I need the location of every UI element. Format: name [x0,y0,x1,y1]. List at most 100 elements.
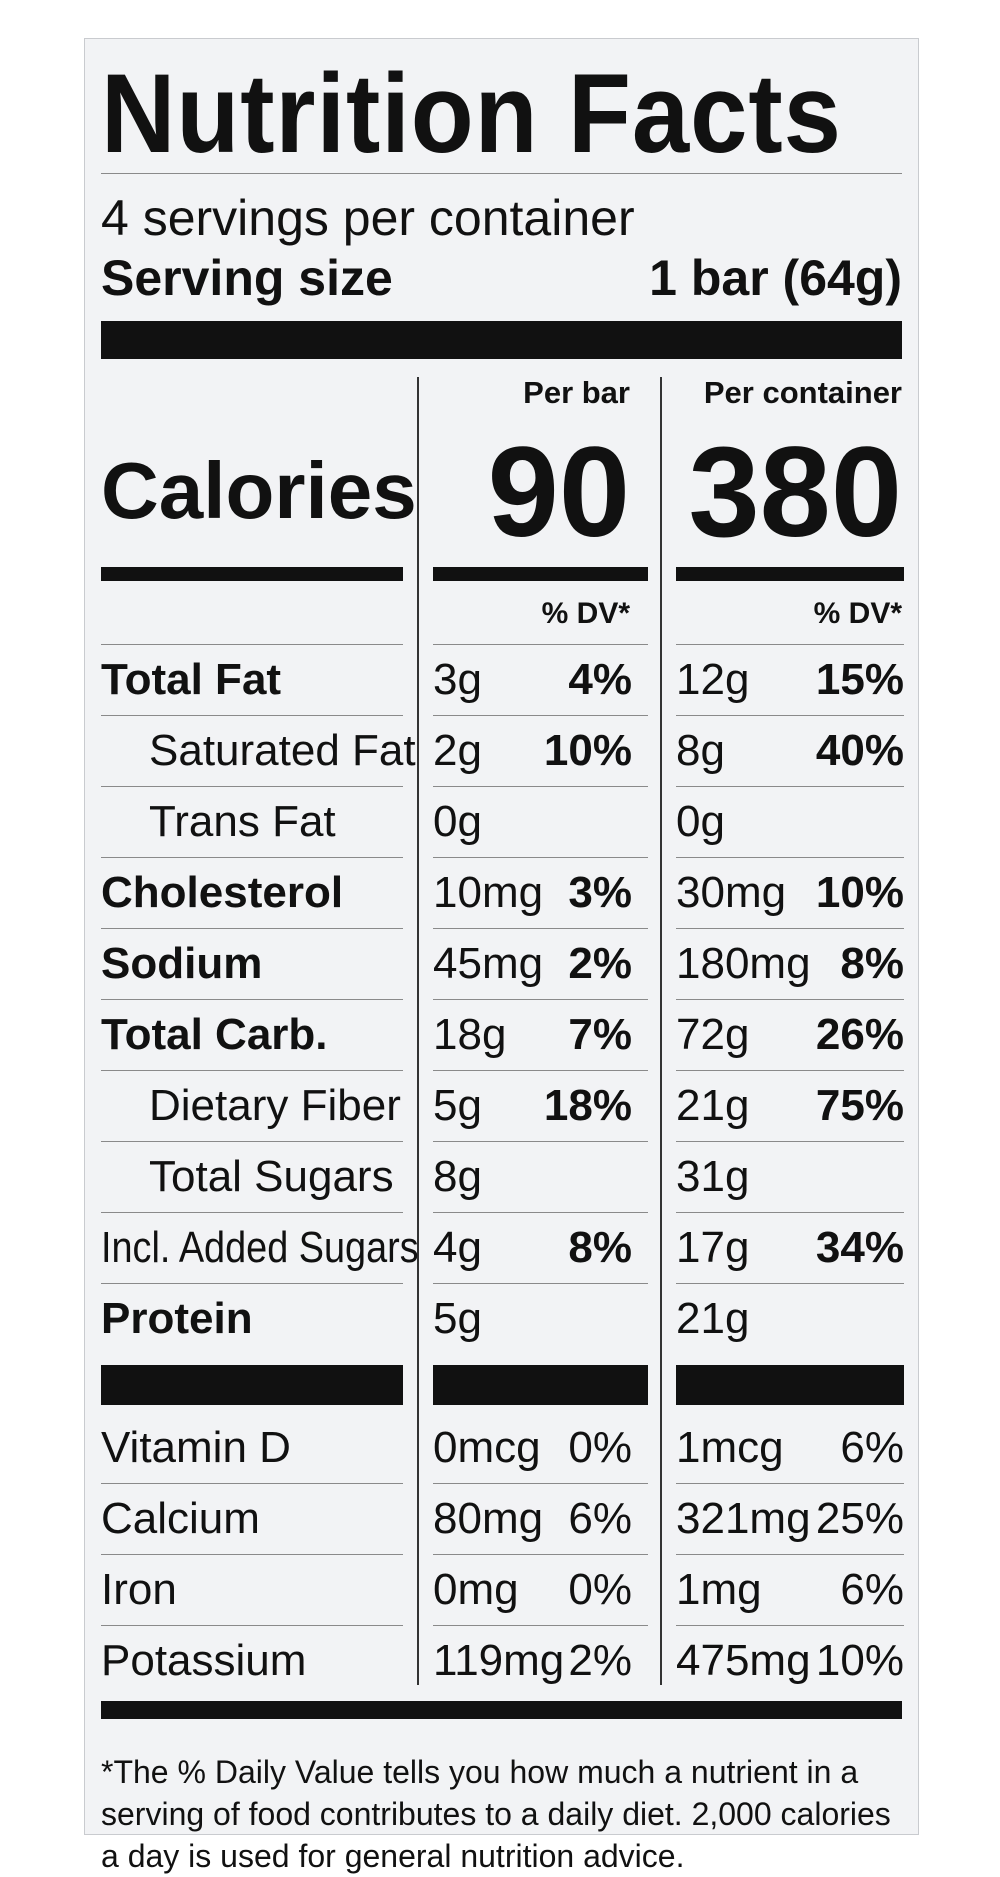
per-container-dv: 25% [815,1494,904,1543]
row-divider [676,1625,904,1626]
row-divider [676,1554,904,1555]
row-divider [676,1141,904,1142]
row-divider [433,1212,648,1213]
per-bar-dv: 8% [568,1223,632,1272]
nutrition-facts-panel: Nutrition Facts 4 servings per container… [84,38,920,1874]
per-bar-amount: 0g [433,797,482,846]
per-container-amount: 17g [676,1223,750,1272]
calories-divider-container [676,567,904,581]
row-divider [101,857,403,858]
row-divider [676,1483,904,1484]
per-bar-amount: 2g [433,726,482,775]
serving-size-value: 1 bar (64g) [649,250,902,306]
row-divider [433,928,648,929]
per-container-dv: 8% [840,939,904,988]
row-divider [101,1212,403,1213]
row-divider [433,999,648,1000]
row-divider [676,1212,904,1213]
per-bar-amount: 45mg [433,939,544,988]
nutrient-name-protein: Protein [101,1294,253,1343]
table-row: Iron 0mg 0% 1mg 6% [85,1555,920,1626]
per-bar-dv: 6% [568,1494,632,1543]
per-bar-dv: 4% [568,655,632,704]
nutrient-name-total-fat: Total Fat [101,655,282,704]
per-container-dv: 40% [815,726,904,775]
nutrient-name-incl-added-sugars: Incl. Added Sugars [101,1223,419,1272]
per-container-amount: 180mg [676,939,811,988]
table-row: Cholesterol 10mg 3% 30mg 10% [85,858,920,929]
table-row: Total Carb. 18g 7% 72g 26% [85,1000,920,1071]
per-container-amount: 21g [676,1081,750,1130]
per-container-dv: 6% [840,1565,904,1614]
per-bar-amount: 3g [433,655,482,704]
per-bar-header: Per bar [523,375,630,410]
nutrient-name-total-sugars: Total Sugars [149,1152,394,1201]
calories-divider-bar [433,567,648,581]
nutrient-name-cholesterol: Cholesterol [101,868,344,917]
column-divider-left [417,377,419,1685]
row-divider [433,857,648,858]
table-row: Calcium 80mg 6% 321mg 25% [85,1484,920,1555]
calories-per-bar: 90 [487,421,630,564]
row-divider [101,715,403,716]
row-divider [101,999,403,1000]
table-row: Total Fat 3g 4% 12g 15% [85,645,920,716]
per-bar-amount: 10mg [433,868,544,917]
row-divider [433,1554,648,1555]
table-row: Incl. Added Sugars 4g 8% 17g 34% [85,1213,920,1284]
per-bar-amount: 5g [433,1294,482,1343]
nutrient-name-dietary-fiber: Dietary Fiber [149,1081,401,1130]
table-row: Vitamin D 0mcg 0% 1mcg 6% [85,1413,920,1484]
per-container-amount: 72g [676,1010,750,1059]
row-divider [101,786,403,787]
per-container-amount: 475mg [676,1636,811,1685]
nutrient-name-trans-fat: Trans Fat [149,797,336,846]
row-divider [433,715,648,716]
row-divider [676,715,904,716]
table-row: Protein 5g 21g [85,1284,920,1355]
per-container-amount: 1mcg [676,1423,784,1472]
row-divider [101,1554,403,1555]
footnote-divider-bar [101,1701,902,1719]
title-divider [101,173,902,174]
per-bar-amount: 80mg [433,1494,544,1543]
per-container-amount: 30mg [676,868,787,917]
per-container-dv: 10% [815,868,904,917]
per-bar-dv: 0% [568,1423,632,1472]
label-title: Nutrition Facts [101,51,842,176]
serving-size-label: Serving size [101,250,393,306]
nutrient-name-potassium: Potassium [101,1636,307,1685]
row-divider [433,1483,648,1484]
nutrient-name-vitamin-d: Vitamin D [101,1423,291,1472]
calories-divider-name [101,567,403,581]
per-container-amount: 31g [676,1152,750,1201]
table-row: Potassium 119mg 2% 475mg 10% [85,1626,920,1697]
row-divider [676,786,904,787]
row-divider [433,1625,648,1626]
per-bar-amount: 0mcg [433,1423,541,1472]
table-row: Saturated Fat 2g 10% 8g 40% [85,716,920,787]
dv-divider-bar [433,644,648,645]
per-container-amount: 321mg [676,1494,811,1543]
row-divider [433,1070,648,1071]
per-bar-dv: 0% [568,1565,632,1614]
per-container-amount: 1mg [676,1565,762,1614]
per-bar-amount: 0mg [433,1565,519,1614]
per-container-dv: 75% [815,1081,904,1130]
per-container-dv: 34% [815,1223,904,1272]
row-divider [101,1483,403,1484]
nutrient-name-sodium: Sodium [101,939,263,988]
per-bar-dv: 10% [543,726,632,775]
per-container-dv: 15% [815,655,904,704]
nutrient-name-total-carb: Total Carb. [101,1010,328,1059]
per-container-dv: 26% [815,1010,904,1059]
vitamin-divider-name [101,1365,403,1405]
row-divider [101,1283,403,1284]
table-row: Sodium 45mg 2% 180mg 8% [85,929,920,1000]
row-divider [101,928,403,929]
nutrient-name-calcium: Calcium [101,1494,260,1543]
row-divider [676,1283,904,1284]
per-bar-dv: 3% [568,868,632,917]
dv-header-bar: % DV* [541,597,630,630]
row-divider [433,1283,648,1284]
